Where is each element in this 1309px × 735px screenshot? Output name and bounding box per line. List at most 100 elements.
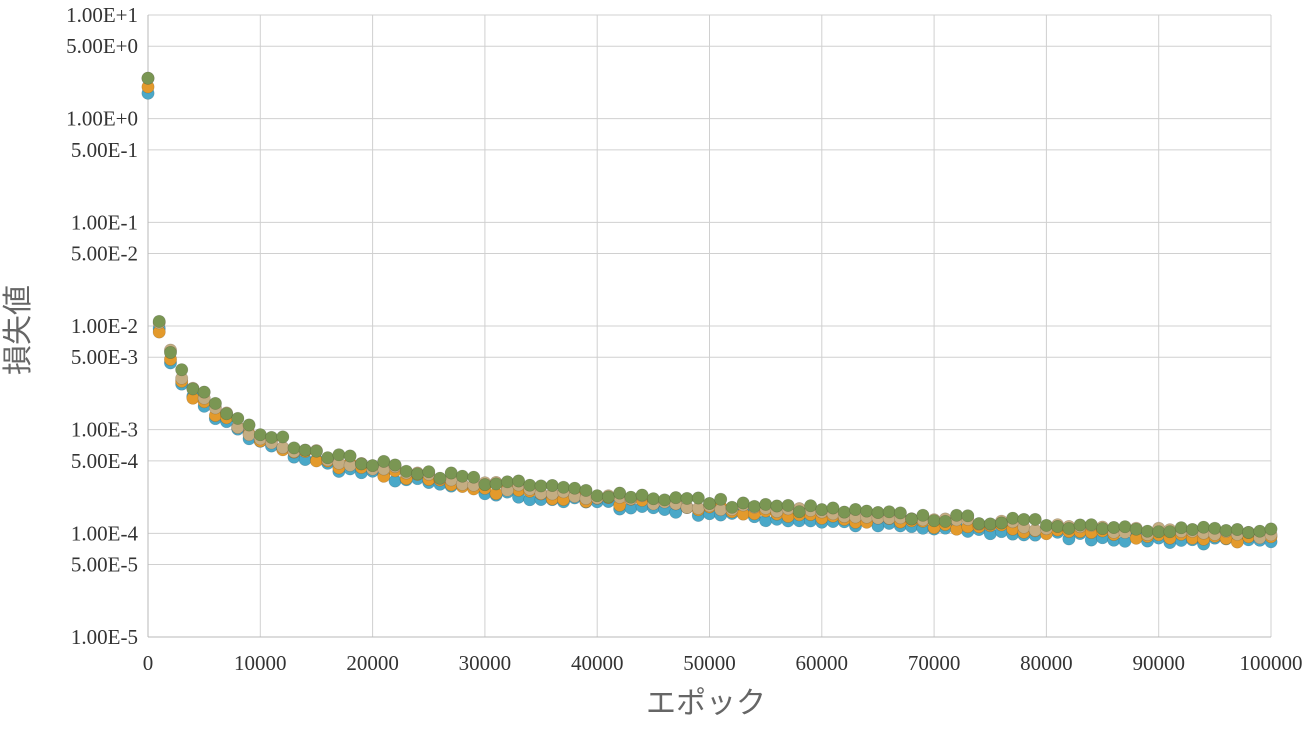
- data-point: [916, 508, 930, 522]
- data-point: [220, 407, 234, 421]
- data-point: [669, 491, 683, 505]
- data-point: [702, 496, 716, 510]
- y-tick-label: 5.00E-2: [71, 242, 138, 266]
- data-point: [882, 505, 896, 519]
- data-point: [680, 491, 694, 505]
- data-point: [905, 512, 919, 526]
- data-point: [860, 504, 874, 518]
- data-point: [410, 467, 424, 481]
- data-point: [1152, 525, 1166, 539]
- data-point: [950, 508, 964, 522]
- data-point: [1219, 523, 1233, 537]
- data-point: [467, 470, 481, 484]
- data-point: [164, 345, 178, 359]
- data-point: [377, 454, 391, 468]
- data-point: [1084, 518, 1098, 532]
- data-point: [197, 385, 211, 399]
- y-tick-label: 5.00E+0: [66, 34, 138, 58]
- x-tick-label: 90000: [1132, 651, 1185, 675]
- y-tick-label: 5.00E-5: [71, 553, 138, 577]
- data-point: [893, 506, 907, 520]
- data-point: [1039, 518, 1053, 532]
- data-point: [1264, 522, 1278, 536]
- data-point: [366, 459, 380, 473]
- data-point: [736, 496, 750, 510]
- data-point: [433, 471, 447, 485]
- data-point: [837, 505, 851, 519]
- data-point: [388, 458, 402, 472]
- data-point: [1062, 521, 1076, 535]
- data-point: [321, 451, 335, 465]
- y-axis-title: 損失値: [1, 285, 36, 375]
- data-point: [444, 466, 458, 480]
- data-point: [298, 443, 312, 457]
- data-point: [1253, 524, 1267, 538]
- data-point: [646, 492, 660, 506]
- y-tick-label: 5.00E-4: [71, 449, 139, 473]
- x-tick-label: 50000: [683, 651, 736, 675]
- data-point: [287, 441, 301, 455]
- data-point: [815, 503, 829, 517]
- data-point: [523, 478, 537, 492]
- y-tick-label: 5.00E-1: [71, 138, 138, 162]
- data-point: [1129, 522, 1143, 536]
- data-point: [242, 418, 256, 432]
- data-point: [231, 411, 245, 425]
- data-point: [1242, 525, 1256, 539]
- x-tick-label: 0: [143, 651, 154, 675]
- data-point: [500, 475, 514, 489]
- data-point: [422, 465, 436, 479]
- y-axis-ticks: 1.00E+1 5.00E+0 1.00E+0 5.00E-1 1.00E-1 5.00E…: [66, 3, 138, 649]
- y-tick-label: 1.00E+0: [66, 107, 138, 131]
- data-point: [276, 430, 290, 444]
- data-point: [568, 481, 582, 495]
- data-point: [556, 480, 570, 494]
- data-point: [253, 428, 267, 442]
- data-point: [759, 497, 773, 511]
- data-point: [781, 498, 795, 512]
- data-point: [635, 488, 649, 502]
- data-point: [354, 457, 368, 471]
- data-point: [489, 477, 503, 491]
- data-points: [141, 71, 1278, 551]
- data-point: [792, 505, 806, 519]
- data-point: [624, 490, 638, 504]
- data-point: [747, 499, 761, 513]
- data-point: [961, 509, 975, 523]
- x-tick-label: 60000: [796, 651, 849, 675]
- data-point: [804, 499, 818, 513]
- data-point: [871, 505, 885, 519]
- data-point: [579, 483, 593, 497]
- data-point: [1174, 521, 1188, 535]
- data-point: [343, 449, 357, 463]
- data-point: [1208, 521, 1222, 535]
- data-point: [478, 478, 492, 492]
- data-point: [175, 363, 189, 377]
- data-point: [1163, 525, 1177, 539]
- data-point: [1017, 512, 1031, 526]
- x-tick-label: 10000: [234, 651, 287, 675]
- data-point: [826, 501, 840, 515]
- y-tick-label: 1.00E-4: [71, 521, 139, 545]
- data-point: [152, 314, 166, 328]
- data-point: [691, 491, 705, 505]
- data-point: [1051, 519, 1065, 533]
- data-point: [938, 514, 952, 528]
- data-point: [714, 492, 728, 506]
- data-point: [545, 478, 559, 492]
- data-point: [590, 489, 604, 503]
- y-tick-label: 1.00E+1: [66, 3, 138, 27]
- data-point: [208, 396, 222, 410]
- data-point: [972, 517, 986, 531]
- data-point: [725, 500, 739, 514]
- data-point: [1107, 520, 1121, 534]
- x-tick-label: 40000: [571, 651, 624, 675]
- y-tick-label: 1.00E-3: [71, 418, 138, 442]
- x-tick-label: 70000: [908, 651, 961, 675]
- data-point: [1185, 522, 1199, 536]
- y-tick-label: 1.00E-2: [71, 314, 138, 338]
- data-point: [1230, 522, 1244, 536]
- data-point: [848, 502, 862, 516]
- data-point: [983, 517, 997, 531]
